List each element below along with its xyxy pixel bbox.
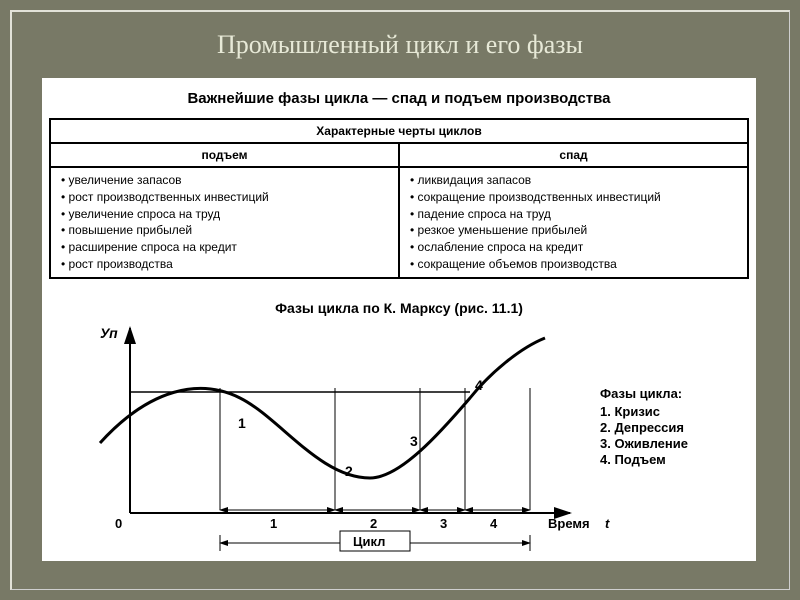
svg-text:3: 3 bbox=[440, 516, 447, 531]
svg-text:Фазы цикла:: Фазы цикла: bbox=[600, 386, 682, 401]
subtitle: Важнейшие фазы цикла — спад и подъем про… bbox=[42, 90, 756, 107]
svg-text:2: 2 bbox=[370, 516, 377, 531]
list-item: • ослабление спроса на кредит bbox=[410, 239, 739, 256]
list-item: • повышение прибылей bbox=[61, 222, 390, 239]
table-cell-right: • ликвидация запасов• сокращение произво… bbox=[399, 167, 748, 278]
svg-text:1. Кризис: 1. Кризис bbox=[600, 404, 660, 419]
svg-text:Время: Время bbox=[548, 516, 590, 531]
list-item: • ликвидация запасов bbox=[410, 172, 739, 189]
chart-title: Фазы цикла по К. Марксу (рис. 11.1) bbox=[42, 300, 756, 316]
svg-text:2: 2 bbox=[345, 463, 353, 479]
chart-area: Уп 0 Времяt 1 2 3 4 1 2 3 4 Цикл Фазы цикла: 1. Кризи… bbox=[70, 318, 750, 558]
list-item: • расширение спроса на кредит bbox=[61, 239, 390, 256]
list-item: • резкое уменьшение прибылей bbox=[410, 222, 739, 239]
list-item: • увеличение запасов bbox=[61, 172, 390, 189]
svg-text:1: 1 bbox=[238, 415, 246, 431]
table-col-right: спад bbox=[399, 143, 748, 167]
svg-text:3: 3 bbox=[410, 433, 418, 449]
svg-text:4: 4 bbox=[490, 516, 498, 531]
list-item: • рост производственных инвестиций bbox=[61, 189, 390, 206]
svg-text:4. Подъем: 4. Подъем bbox=[600, 452, 666, 467]
features-table: Характерные черты циклов подъем спад • у… bbox=[49, 118, 749, 279]
slide-title: Промышленный цикл и его фазы bbox=[0, 30, 800, 60]
svg-text:Цикл: Цикл bbox=[353, 534, 385, 549]
table-col-left: подъем bbox=[50, 143, 399, 167]
list-item: • увеличение спроса на труд bbox=[61, 206, 390, 223]
svg-text:4: 4 bbox=[475, 377, 483, 393]
svg-text:t: t bbox=[605, 516, 610, 531]
svg-text:Уп: Уп bbox=[100, 325, 118, 341]
list-item: • рост производства bbox=[61, 256, 390, 273]
list-item: • сокращение объемов производства bbox=[410, 256, 739, 273]
list-item: • сокращение производственных инвестиций bbox=[410, 189, 739, 206]
svg-text:2. Депрессия: 2. Депрессия bbox=[600, 420, 684, 435]
svg-text:1: 1 bbox=[270, 516, 277, 531]
table-header-merged: Характерные черты циклов bbox=[50, 119, 748, 143]
list-item: • падение спроса на труд bbox=[410, 206, 739, 223]
svg-text:0: 0 bbox=[115, 516, 122, 531]
table-cell-left: • увеличение запасов• рост производствен… bbox=[50, 167, 399, 278]
svg-text:3. Оживление: 3. Оживление bbox=[600, 436, 688, 451]
